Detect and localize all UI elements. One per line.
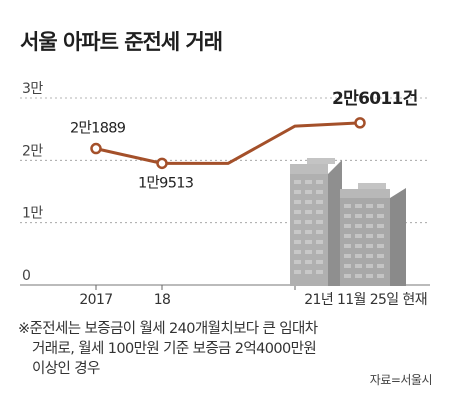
window-mark bbox=[355, 234, 362, 238]
data-label: 2만6011건 bbox=[332, 89, 418, 109]
window-mark bbox=[355, 274, 362, 278]
window-mark bbox=[355, 264, 362, 268]
window-mark bbox=[377, 264, 384, 268]
window-mark bbox=[316, 220, 323, 224]
window-mark bbox=[377, 234, 384, 238]
window-mark bbox=[344, 234, 351, 238]
data-label: 2만1889 bbox=[70, 120, 126, 137]
window-mark bbox=[377, 204, 384, 208]
window-mark bbox=[294, 200, 301, 204]
footnote-line-3: 이상인 경우 bbox=[32, 361, 100, 377]
window-mark bbox=[344, 244, 351, 248]
window-mark bbox=[366, 254, 373, 258]
window-mark bbox=[294, 210, 301, 214]
window-mark bbox=[316, 250, 323, 254]
window-mark bbox=[294, 240, 301, 244]
window-mark bbox=[366, 234, 373, 238]
window-mark bbox=[377, 244, 384, 248]
source-note: 자료=서울시 bbox=[369, 373, 433, 387]
window-mark bbox=[316, 270, 323, 274]
window-mark bbox=[344, 214, 351, 218]
window-mark bbox=[294, 220, 301, 224]
series-line bbox=[95, 121, 361, 165]
window-mark bbox=[377, 214, 384, 218]
window-mark bbox=[316, 180, 323, 184]
window-mark bbox=[366, 224, 373, 228]
chart-title: 서울 아파트 준전세 거래 bbox=[20, 30, 223, 54]
window-mark bbox=[344, 274, 351, 278]
window-mark bbox=[344, 204, 351, 208]
window-mark bbox=[344, 224, 351, 228]
window-mark bbox=[355, 214, 362, 218]
window-mark bbox=[316, 260, 323, 264]
window-mark bbox=[316, 200, 323, 204]
window-mark bbox=[294, 270, 301, 274]
window-mark bbox=[305, 260, 312, 264]
data-point bbox=[90, 142, 102, 155]
y-tick-label: 3만 bbox=[22, 81, 43, 97]
window-mark bbox=[294, 230, 301, 234]
window-mark bbox=[377, 254, 384, 258]
data-label: 1만9513 bbox=[138, 174, 194, 191]
x-tick-label: 21년 11월 25일 현재 bbox=[304, 292, 427, 308]
window-mark bbox=[294, 260, 301, 264]
x-tick-label: 18 bbox=[154, 292, 171, 308]
footnote: ※준전세는 보증금이 월세 240개월치보다 큰 임대차 거래로, 월세 100… bbox=[18, 319, 318, 379]
apartment-buildings-icon bbox=[290, 158, 406, 286]
window-mark bbox=[305, 250, 312, 254]
window-mark bbox=[316, 210, 323, 214]
y-tick-label: 2만 bbox=[22, 143, 43, 159]
window-mark bbox=[366, 274, 373, 278]
window-mark bbox=[366, 264, 373, 268]
window-mark bbox=[316, 240, 323, 244]
window-mark bbox=[294, 250, 301, 254]
footnote-line-2: 거래로, 월세 100만원 기준 보증금 2억4000만원 bbox=[32, 341, 317, 357]
y-tick-label: 1만 bbox=[22, 206, 43, 222]
footnote-line-1: ※준전세는 보증금이 월세 240개월치보다 큰 임대차 bbox=[18, 321, 318, 337]
window-mark bbox=[377, 274, 384, 278]
window-mark bbox=[355, 254, 362, 258]
window-mark bbox=[305, 200, 312, 204]
window-mark bbox=[305, 220, 312, 224]
window-mark bbox=[366, 204, 373, 208]
window-mark bbox=[366, 244, 373, 248]
data-point bbox=[354, 117, 366, 129]
window-mark bbox=[366, 214, 373, 218]
window-mark bbox=[344, 264, 351, 268]
window-mark bbox=[305, 270, 312, 274]
window-mark bbox=[355, 244, 362, 248]
y-tick-label: 0 bbox=[22, 268, 30, 284]
window-mark bbox=[344, 254, 351, 258]
window-mark bbox=[305, 210, 312, 214]
window-mark bbox=[316, 230, 323, 234]
window-mark bbox=[305, 230, 312, 234]
window-mark bbox=[355, 204, 362, 208]
window-mark bbox=[305, 190, 312, 194]
x-tick-label: 2017 bbox=[79, 292, 112, 308]
window-mark bbox=[355, 224, 362, 228]
window-mark bbox=[377, 224, 384, 228]
data-point bbox=[156, 157, 168, 170]
window-mark bbox=[305, 240, 312, 244]
window-mark bbox=[294, 180, 301, 184]
window-mark bbox=[305, 180, 312, 184]
window-mark bbox=[294, 190, 301, 194]
window-mark bbox=[316, 190, 323, 194]
